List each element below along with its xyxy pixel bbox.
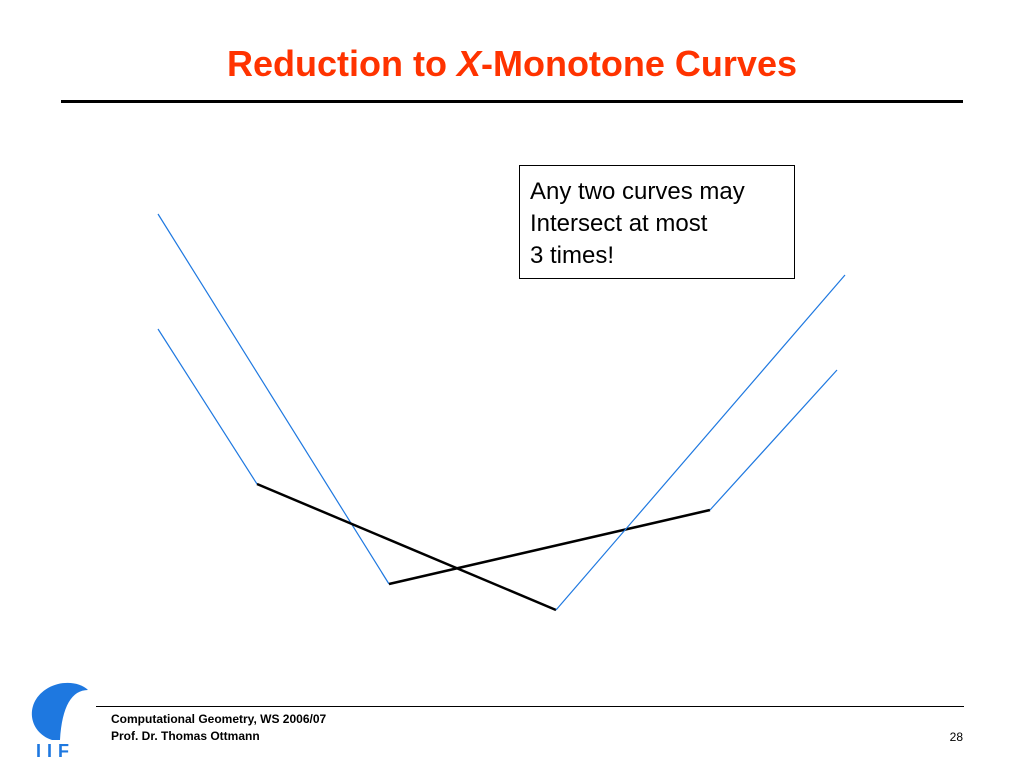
note-line-3: 3 times!: [530, 242, 615, 269]
logo-text: IIF: [36, 741, 75, 758]
note-box: Any two curves may Intersect at most 3 t…: [519, 165, 795, 279]
title-underline: [61, 100, 963, 103]
curve-two-left-branch: [157, 328, 258, 485]
title-text-start: Reduction to: [226, 43, 457, 84]
curve-two-bottom-segment: [256, 482, 557, 612]
page-number: 28: [949, 730, 963, 744]
title-text-end: -Monotone Curves: [480, 43, 797, 84]
institute-logo: IIF: [31, 682, 88, 758]
note-line-2: Intersect at most: [530, 210, 708, 237]
curve-one-left-branch: [157, 213, 390, 585]
curve-one-bottom-segment: [388, 508, 711, 586]
curve-one-right-branch: [709, 369, 838, 511]
note-line-1: Any two curves may: [530, 178, 745, 205]
footer-author: Prof. Dr. Thomas Ottmann: [111, 729, 260, 743]
curve-two-right-branch: [555, 274, 846, 611]
logo-flame-shape: [31, 682, 88, 740]
footer-rule: [96, 706, 964, 707]
footer-info: Computational Geometry, WS 2006/07 Prof.…: [111, 711, 326, 745]
footer-course: Computational Geometry, WS 2006/07: [111, 712, 327, 726]
curve-two: [157, 274, 846, 612]
title-text-italic-x: X: [456, 43, 481, 84]
slide-title: Reduction to X-Monotone Curves: [0, 38, 1024, 90]
